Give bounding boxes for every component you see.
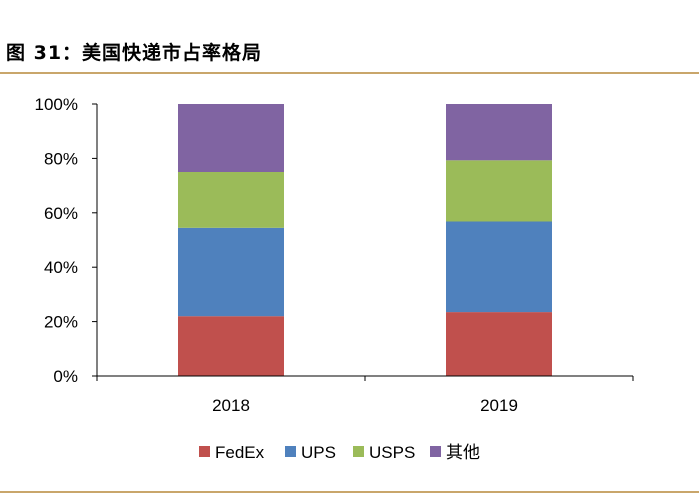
y-tick-label: 20% bbox=[44, 313, 78, 332]
bar-其他-2018 bbox=[178, 104, 284, 172]
legend-label: USPS bbox=[369, 443, 415, 462]
legend-label: FedEx bbox=[215, 443, 265, 462]
bar-UPS-2019 bbox=[446, 221, 552, 313]
x-tick-label: 2018 bbox=[212, 396, 250, 415]
legend-item-其他: 其他 bbox=[430, 443, 480, 462]
y-tick-label: 80% bbox=[44, 149, 78, 168]
legend-swatch bbox=[430, 446, 441, 457]
axes-layer: 0% 20% 40% 60% 80% 100% 2018 2019 bbox=[35, 95, 634, 415]
legend-item-FedEx: FedEx bbox=[199, 443, 265, 462]
y-tick-label: 60% bbox=[44, 204, 78, 223]
y-tick-label: 40% bbox=[44, 258, 78, 277]
legend-swatch bbox=[285, 446, 296, 457]
y-tick-label: 0% bbox=[53, 367, 78, 386]
bar-USPS-2018 bbox=[178, 172, 284, 228]
legend-item-USPS: USPS bbox=[353, 443, 415, 462]
bar-其他-2019 bbox=[446, 104, 552, 161]
legend-swatch bbox=[353, 446, 364, 457]
bar-UPS-2018 bbox=[178, 227, 284, 317]
bottom-rule bbox=[0, 491, 699, 493]
y-tick-label: 100% bbox=[35, 95, 78, 114]
figure-title: 图 31：美国快递市占率格局 bbox=[6, 42, 263, 64]
bar-FedEx-2019 bbox=[446, 312, 552, 376]
bar-FedEx-2018 bbox=[178, 316, 284, 376]
title-rule bbox=[0, 72, 699, 74]
legend-item-UPS: UPS bbox=[285, 443, 336, 462]
legend-label: 其他 bbox=[446, 443, 480, 462]
bar-USPS-2019 bbox=[446, 160, 552, 222]
bars-layer bbox=[178, 104, 552, 376]
legend-swatch bbox=[199, 446, 210, 457]
x-tick-label: 2019 bbox=[480, 396, 518, 415]
legend-label: UPS bbox=[301, 443, 336, 462]
legend: FedEx UPS USPS 其他 bbox=[199, 443, 480, 462]
